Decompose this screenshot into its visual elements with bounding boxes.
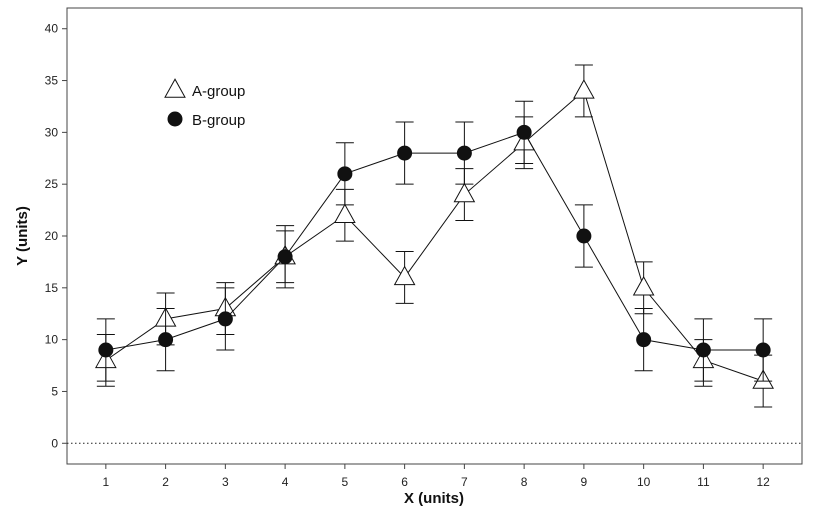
data-point — [453, 182, 476, 203]
x-tick-label: 3 — [222, 475, 229, 489]
data-point — [337, 166, 353, 182]
y-tick-label: 40 — [45, 22, 59, 36]
y-tick-label: 10 — [45, 333, 59, 347]
y-tick-label: 20 — [45, 229, 59, 243]
data-point — [632, 275, 655, 296]
y-tick-label: 30 — [45, 125, 59, 139]
x-tick-label: 4 — [282, 475, 289, 489]
data-point — [98, 342, 114, 358]
x-tick-label: 10 — [637, 475, 651, 489]
x-tick-label: 1 — [102, 475, 109, 489]
data-point — [397, 145, 413, 161]
legend-marker — [167, 111, 183, 127]
series-layer — [94, 64, 775, 408]
x-tick-label: 12 — [756, 475, 770, 489]
y-tick-label: 0 — [51, 436, 58, 450]
x-tick-label: 6 — [401, 475, 408, 489]
x-tick-label: 2 — [162, 475, 169, 489]
legend-label: B-group — [192, 112, 245, 129]
y-axis: 0 5 10 15 20 25 30 35 40 — [45, 22, 67, 450]
data-point — [456, 145, 472, 161]
series-line — [105, 131, 764, 351]
data-point — [576, 228, 592, 244]
x-axis-title: X (units) — [404, 490, 464, 507]
series-a-group — [94, 64, 775, 408]
data-point — [636, 332, 652, 348]
data-point — [158, 332, 174, 348]
data-point — [217, 311, 233, 327]
data-point — [755, 342, 771, 358]
x-tick-label: 5 — [342, 475, 349, 489]
y-tick-label: 5 — [51, 384, 58, 398]
x-tick-label: 8 — [521, 475, 528, 489]
data-point — [516, 124, 532, 140]
legend-label: A-group — [192, 83, 245, 100]
legend-marker — [164, 78, 186, 98]
data-point — [277, 249, 293, 265]
series-b-group — [96, 100, 773, 387]
data-point — [334, 203, 356, 223]
x-tick-label: 9 — [581, 475, 588, 489]
legend: A-group B-group — [164, 78, 245, 129]
x-axis: 1 2 3 4 5 6 7 8 9 10 11 12 — [102, 464, 770, 489]
data-point — [695, 342, 711, 358]
x-tick-label: 7 — [461, 475, 468, 489]
y-tick-label: 15 — [45, 281, 59, 295]
y-tick-label: 35 — [45, 74, 59, 88]
x-tick-label: 11 — [697, 475, 710, 489]
data-point — [393, 265, 416, 286]
y-tick-label: 25 — [45, 177, 59, 191]
y-axis-title: Y (units) — [14, 206, 31, 266]
series-line — [105, 90, 764, 382]
data-point — [573, 79, 595, 99]
